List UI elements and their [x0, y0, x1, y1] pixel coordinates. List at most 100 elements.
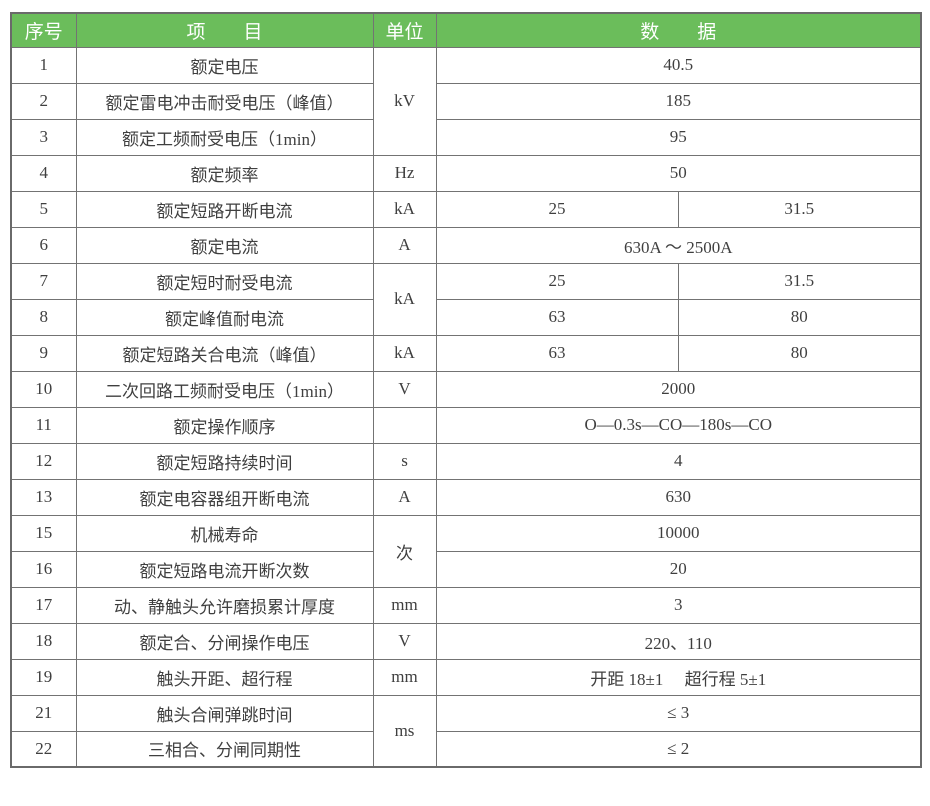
- table-row: 7 额定短时耐受电流 kA 25 31.5: [10, 262, 922, 336]
- data-cell: 630: [435, 478, 922, 516]
- data-cell: 4: [435, 442, 922, 480]
- table-row: 16 额定短路电流开断次数 20: [10, 550, 922, 588]
- header-unit: 单位: [372, 12, 437, 48]
- unit-cell: kV: [372, 46, 437, 156]
- row-number-cell: 16: [10, 550, 77, 588]
- data-cell: 31.5: [677, 190, 922, 228]
- unit-cell: A: [372, 478, 437, 516]
- row-number-cell: 9: [10, 334, 77, 372]
- row-number-cell: 15: [10, 514, 77, 552]
- item-cell: 二次回路工频耐受电压（1min）: [75, 370, 374, 408]
- data-cell: 10000: [435, 514, 922, 552]
- data-cell: 开距 18±1 超行程 5±1: [435, 658, 922, 696]
- item-cell: 额定电容器组开断电流: [75, 478, 374, 516]
- item-cell: 额定合、分闸操作电压: [75, 622, 374, 660]
- item-cell: 额定短路开断电流: [75, 190, 374, 228]
- header-row: 序号 项 目 单位 数 据: [10, 12, 922, 48]
- item-cell: 额定雷电冲击耐受电压（峰值）: [75, 82, 374, 120]
- unit-cell: mm: [372, 586, 437, 624]
- unit-cell: kA: [372, 262, 437, 336]
- row-number-cell: 7: [10, 262, 77, 300]
- data-cell: ≤ 3: [435, 694, 922, 732]
- data-cell: 25: [435, 262, 679, 300]
- item-cell: 额定短时耐受电流: [75, 262, 374, 300]
- row-number-cell: 6: [10, 226, 77, 264]
- item-cell: 额定峰值耐电流: [75, 298, 374, 336]
- item-cell: 额定频率: [75, 154, 374, 192]
- table-body: 1 额定电压 kV 40.5 2 额定雷电冲击耐受电压（峰值） 185 3 额定工频耐受电压（1…: [10, 46, 922, 768]
- data-cell: O—0.3s—CO—180s—CO: [435, 406, 922, 444]
- row-number-cell: 10: [10, 370, 77, 408]
- table-row: 3 额定工频耐受电压（1min） 95: [10, 118, 922, 156]
- unit-cell: kA: [372, 190, 437, 228]
- item-cell: 机械寿命: [75, 514, 374, 552]
- data-cell: 31.5: [677, 262, 922, 300]
- unit-cell: [372, 406, 437, 444]
- data-cell: 95: [435, 118, 922, 156]
- table-row: 15 机械寿命次 10000: [10, 514, 922, 588]
- item-cell: 额定操作顺序: [75, 406, 374, 444]
- table-row: 6 额定电流 A 630A ～ 2500A: [10, 226, 922, 264]
- table-row: 5 额定短路开断电流 kA 25 31.5: [10, 190, 922, 228]
- table-row: 19 触头开距、超行程 mm 开距 18±1 超行程 5±1: [10, 658, 922, 696]
- table-row: 1 额定电压 kV 40.5: [10, 46, 922, 156]
- table-row: 18 额定合、分闸操作电压 V 220、110: [10, 622, 922, 660]
- item-cell: 动、静触头允许磨损累计厚度: [75, 586, 374, 624]
- data-cell: 63: [435, 334, 679, 372]
- data-cell: 2000: [435, 370, 922, 408]
- row-number-cell: 22: [10, 730, 77, 768]
- row-number-cell: 13: [10, 478, 77, 516]
- row-number-cell: 11: [10, 406, 77, 444]
- row-number-cell: 17: [10, 586, 77, 624]
- item-cell: 额定电流: [75, 226, 374, 264]
- table-row: 21 触头合闸弹跳时间 ms ≤ 3: [10, 694, 922, 768]
- table-row: 9 额定短路关合电流（峰值） kA 63 80: [10, 334, 922, 372]
- unit-cell: Hz: [372, 154, 437, 192]
- data-cell: 80: [677, 334, 922, 372]
- item-cell: 额定工频耐受电压（1min）: [75, 118, 374, 156]
- row-number-cell: 21: [10, 694, 77, 732]
- header-no: 序号: [10, 12, 77, 48]
- table-row: 11 额定操作顺序 O—0.3s—CO—180s—CO: [10, 406, 922, 444]
- unit-cell: kA: [372, 334, 437, 372]
- table-row: 17 动、静触头允许磨损累计厚度 mm 3: [10, 586, 922, 624]
- data-cell: 25: [435, 190, 679, 228]
- item-cell: 额定短路持续时间: [75, 442, 374, 480]
- unit-cell: A: [372, 226, 437, 264]
- item-cell: 触头合闸弹跳时间: [75, 694, 374, 732]
- data-cell: ≤ 2: [435, 730, 922, 768]
- header-data: 数 据: [435, 12, 922, 48]
- unit-cell: V: [372, 370, 437, 408]
- item-cell: 额定电压: [75, 46, 374, 84]
- row-number-cell: 12: [10, 442, 77, 480]
- row-number-cell: 3: [10, 118, 77, 156]
- table-header: 序号 项 目 单位 数 据: [10, 12, 922, 48]
- data-cell: 3: [435, 586, 922, 624]
- data-cell: 80: [677, 298, 922, 336]
- item-cell: 三相合、分闸同期性: [75, 730, 374, 768]
- unit-cell: s: [372, 442, 437, 480]
- row-number-cell: 4: [10, 154, 77, 192]
- spec-table: 序号 项 目 单位 数 据 1 额定电压 kV 40.5 2 额定雷电冲击耐受电压（峰值）…: [10, 12, 923, 768]
- row-number-cell: 2: [10, 82, 77, 120]
- table-row: 4 额定频率 Hz 50: [10, 154, 922, 192]
- table-row: 13 额定电容器组开断电流 A 630: [10, 478, 922, 516]
- row-number-cell: 1: [10, 46, 77, 84]
- row-number-cell: 18: [10, 622, 77, 660]
- data-cell: 40.5: [435, 46, 922, 84]
- row-number-cell: 19: [10, 658, 77, 696]
- unit-cell: mm: [372, 658, 437, 696]
- item-cell: 额定短路关合电流（峰值）: [75, 334, 374, 372]
- table-row: 10 二次回路工频耐受电压（1min） V 2000: [10, 370, 922, 408]
- data-cell: 50: [435, 154, 922, 192]
- table-row: 2 额定雷电冲击耐受电压（峰值） 185: [10, 82, 922, 120]
- row-number-cell: 8: [10, 298, 77, 336]
- row-number-cell: 5: [10, 190, 77, 228]
- unit-cell: 次: [372, 514, 437, 588]
- data-cell: 630A ～ 2500A: [435, 226, 922, 264]
- unit-cell: ms: [372, 694, 437, 768]
- data-cell: 185: [435, 82, 922, 120]
- item-cell: 额定短路电流开断次数: [75, 550, 374, 588]
- item-cell: 触头开距、超行程: [75, 658, 374, 696]
- table-row: 12 额定短路持续时间 s 4: [10, 442, 922, 480]
